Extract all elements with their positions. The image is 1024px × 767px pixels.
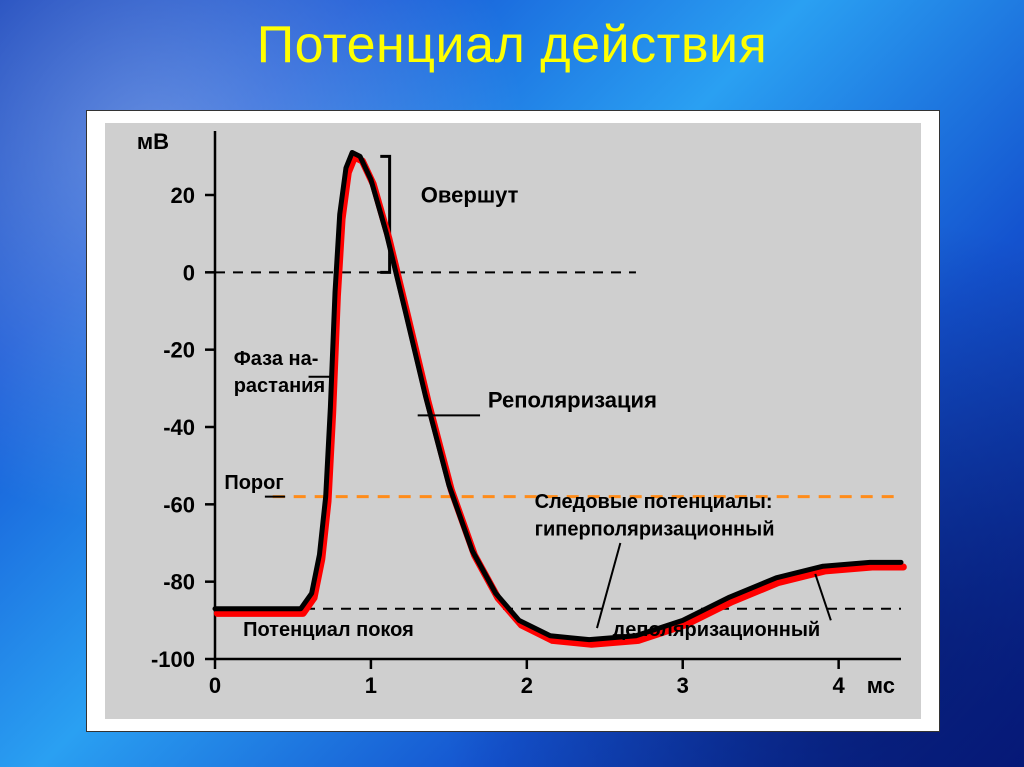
x-tick-label: 2 (521, 673, 533, 698)
y-tick-label: -60 (163, 492, 195, 517)
lbl-rise2: растания (234, 375, 325, 397)
x-tick-label: 4 (833, 673, 846, 698)
x-tick-label: 3 (677, 673, 689, 698)
y-tick-label: -100 (151, 647, 195, 672)
lbl-overshoot: Овершут (421, 183, 519, 208)
slide-title-text: Потенциал действия (257, 16, 768, 74)
lbl-rest: Потенциал покоя (243, 619, 414, 641)
lbl-repol: Реполяризация (488, 388, 657, 413)
x-tick-label: 1 (365, 673, 377, 698)
plot-area: -100 -80 -60 -40 -20 0 20 мВ 0 1 2 3 4 мс Овершут Фаза … (105, 123, 921, 719)
lbl-thresh: Порог (224, 472, 283, 494)
y-axis-label: мВ (137, 129, 169, 154)
y-tick-label: 0 (183, 260, 195, 285)
y-tick-label: 20 (171, 183, 195, 208)
chart-svg: -100 -80 -60 -40 -20 0 20 мВ 0 1 2 3 4 мс Овершут Фаза … (105, 123, 921, 719)
lbl-depol: деполяризационный (613, 619, 821, 641)
slide-title: Потенциал действия (0, 18, 1024, 73)
y-tick-label: -20 (163, 338, 195, 363)
x-axis-label: мс (867, 673, 895, 698)
chart-panel: -100 -80 -60 -40 -20 0 20 мВ 0 1 2 3 4 мс Овершут Фаза … (86, 110, 940, 732)
x-tick-label: 0 (209, 673, 221, 698)
lbl-trace1: Следовые потенциалы: (535, 491, 773, 513)
y-tick-label: -80 (163, 570, 195, 595)
lbl-trace2: гиперполяризационный (535, 518, 775, 540)
leader-depol (815, 574, 831, 620)
y-tick-label: -40 (163, 415, 195, 440)
leader-trace (597, 543, 620, 628)
lbl-rise1: Фаза на- (234, 348, 319, 370)
